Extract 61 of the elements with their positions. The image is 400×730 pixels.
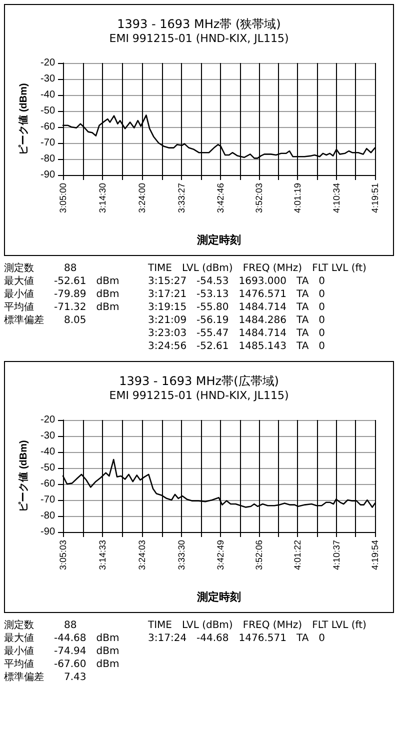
chart-subtitle: EMI 991215-01 (HND-KIX, JL115) xyxy=(109,32,289,45)
y-tick-label: -90 xyxy=(40,526,56,538)
text: 3:17:24 -44.68 1476.571 TA 0 xyxy=(148,632,326,645)
y-tick-label: -40 xyxy=(40,446,56,458)
y-tick-label: -30 xyxy=(40,430,56,442)
x-tick-label: 3:33:27 xyxy=(176,183,187,214)
text: 3:24:56 -52.61 1485.143 TA 0 xyxy=(148,340,326,353)
x-tick-label: 3:05:00 xyxy=(58,183,68,214)
y-tick-label: -90 xyxy=(40,170,56,180)
text: 測定数 88 xyxy=(4,619,78,632)
text: 標準偏差 7.43 xyxy=(4,671,88,684)
x-tick-label: 3:14:33 xyxy=(98,540,108,570)
text: 平均値 -71.32 dBm xyxy=(4,301,120,314)
y-axis-title: ピーク値 (dBm) xyxy=(18,83,30,155)
text: 3:23:03 -55.47 1484.714 TA 0 xyxy=(148,327,326,340)
text: 3:17:21 -53.13 1476.571 TA 0 xyxy=(148,288,326,301)
text: 最小値 -74.94 dBm xyxy=(4,645,120,658)
y-tick-label: -40 xyxy=(40,90,56,100)
x-tick-label: 3:42:46 xyxy=(215,183,226,214)
x-tick-label: 4:19:51 xyxy=(370,183,380,214)
text: 測定数 88 xyxy=(4,262,78,275)
x-tick-label: 3:24:00 xyxy=(137,183,148,214)
x-axis-title: 測定時刻 xyxy=(196,590,241,604)
y-tick-label: -50 xyxy=(40,106,56,116)
x-tick-label: 3:33:30 xyxy=(176,540,187,570)
x-tick-label: 4:19:54 xyxy=(370,540,380,570)
y-tick-label: -20 xyxy=(40,414,56,426)
text: 標準偏差 8.05 xyxy=(4,314,88,327)
text: TIME LVL (dBm) FREQ (MHz) FLT LVL (ft) xyxy=(148,619,366,632)
text: 最大値 -44.68 dBm xyxy=(4,632,120,645)
y-tick-label: -60 xyxy=(40,122,56,132)
x-tick-label: 4:10:34 xyxy=(331,183,342,214)
x-axis-title: 測定時刻 xyxy=(196,234,241,246)
y-axis-title: ピーク値 (dBm) xyxy=(18,440,30,512)
chart-title: 1393 - 1693 MHz帯(広帯域) xyxy=(119,374,279,388)
y-tick-label: -50 xyxy=(40,462,56,474)
x-tick-label: 3:14:30 xyxy=(98,183,108,214)
text: 平均値 -67.60 dBm xyxy=(4,658,120,671)
y-tick-label: -70 xyxy=(40,138,56,148)
x-tick-label: 3:42:49 xyxy=(215,540,226,570)
text: 最小値 -79.89 dBm xyxy=(4,288,120,301)
x-tick-label: 4:01:22 xyxy=(292,540,303,570)
x-tick-label: 4:01:19 xyxy=(292,183,303,214)
x-tick-label: 3:24:03 xyxy=(137,540,148,570)
chart-subtitle: EMI 991215-01 (HND-KIX, JL115) xyxy=(109,389,289,402)
y-tick-label: -70 xyxy=(40,494,56,506)
y-tick-label: -80 xyxy=(40,510,56,522)
x-tick-label: 4:10:37 xyxy=(331,540,342,570)
text: 3:15:27 -54.53 1693.000 TA 0 xyxy=(148,275,326,288)
text: 最大値 -52.61 dBm xyxy=(4,275,120,288)
x-tick-label: 3:52:06 xyxy=(254,540,264,570)
x-tick-label: 3:05:03 xyxy=(58,540,68,570)
y-tick-label: -60 xyxy=(40,478,56,490)
chart-title: 1393 - 1693 MHz帯 (狭帯域) xyxy=(117,17,281,31)
x-tick-label: 3:52:03 xyxy=(254,183,264,214)
y-tick-label: -20 xyxy=(40,58,56,68)
text: 3:19:15 -55.80 1484.714 TA 0 xyxy=(148,301,326,314)
text: 3:21:09 -56.19 1484.286 TA 0 xyxy=(148,314,326,327)
y-tick-label: -80 xyxy=(40,154,56,164)
text: TIME LVL (dBm) FREQ (MHz) FLT LVL (ft) xyxy=(148,262,366,275)
y-tick-label: -30 xyxy=(40,74,56,84)
